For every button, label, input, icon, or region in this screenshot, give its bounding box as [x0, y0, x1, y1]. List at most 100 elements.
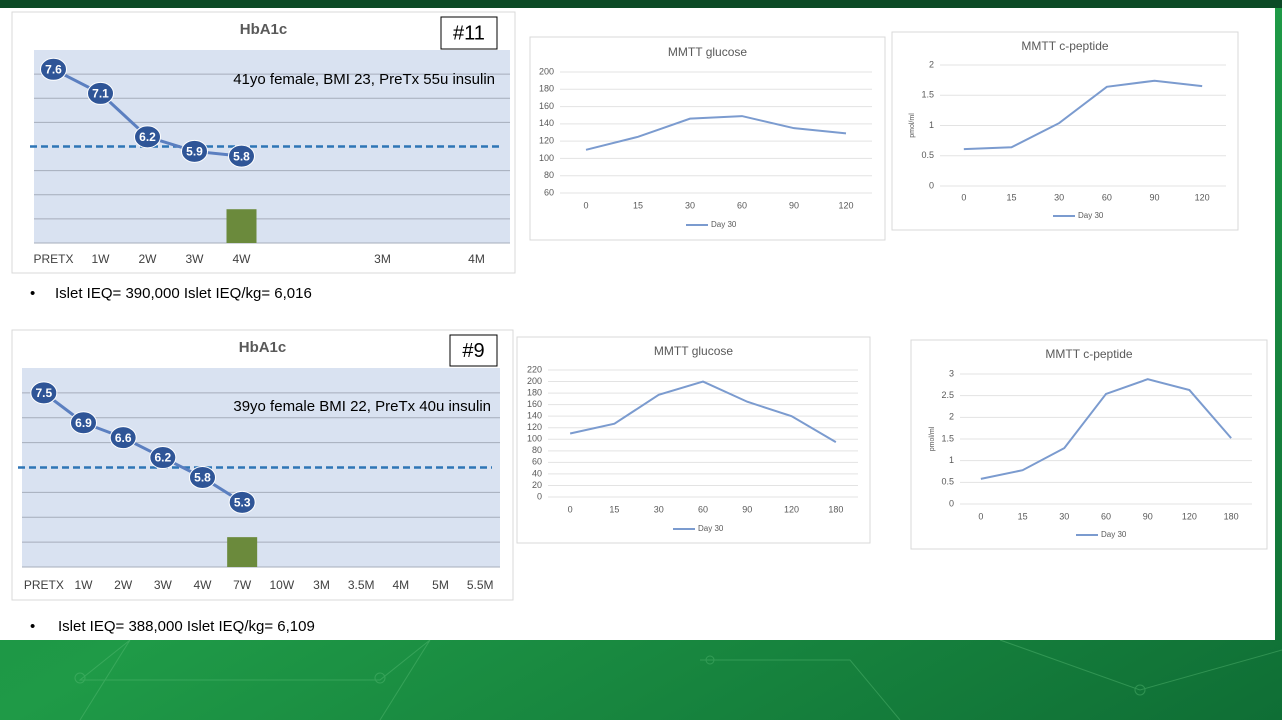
data-label: 6.2: [154, 451, 171, 465]
y-tick-label: 100: [527, 434, 542, 444]
y-axis-label: pmol/ml: [929, 426, 936, 451]
y-tick-label: 0.5: [921, 150, 934, 160]
x-tick-label: 3M: [313, 578, 330, 592]
point: [109, 426, 137, 450]
bullet: •: [30, 618, 35, 635]
chart-frame: [529, 36, 886, 241]
legend-label: Day 30: [698, 524, 724, 533]
badge-box: [449, 334, 498, 367]
bar: [227, 537, 258, 567]
point: [134, 125, 161, 149]
legend-label: Day 30: [711, 220, 737, 229]
hex-pattern: [74, 639, 1282, 720]
badge-box: [440, 16, 498, 50]
x-tick-label: PRETX: [33, 252, 73, 266]
point: [70, 411, 97, 435]
x-tick-label: 3W: [186, 252, 205, 266]
x-tick-label: 60: [1101, 511, 1111, 521]
legend-label: Day 30: [1078, 211, 1104, 220]
annotation: 41yo female, BMI 23, PreTx 55u insulin: [233, 71, 495, 88]
y-tick-label: 0.5: [941, 477, 954, 487]
x-tick-label: 0: [583, 200, 588, 210]
chart: MMTT glucose0204060801001201401601802002…: [516, 336, 871, 544]
x-tick-label: 2W: [139, 252, 158, 266]
x-tick-label: 4M: [468, 252, 485, 266]
y-tick-label: 2: [929, 59, 934, 69]
data-label: 6.2: [139, 130, 156, 144]
point: [189, 465, 216, 489]
x-tick-label: 120: [1195, 192, 1210, 202]
point: [228, 490, 256, 514]
x-tick-label: 15: [609, 504, 619, 514]
x-tick-label: 180: [1224, 511, 1239, 521]
x-tick-label: 4M: [392, 578, 409, 592]
point: [40, 57, 67, 81]
chart: MMTT c-peptide 0 0.5 1 1.5 2 pmol/ml 0 15 30 60 90 1…: [891, 31, 1239, 231]
x-tick-label: 5.5M: [467, 578, 494, 592]
data-label: 7.1: [92, 87, 109, 101]
x-tick-label: 180: [828, 504, 843, 514]
y-tick-label: 1: [929, 120, 934, 130]
y-tick-label: 160: [539, 101, 554, 111]
y-tick-label: 3: [949, 368, 954, 378]
y-tick-label: 1.5: [921, 90, 934, 100]
y-tick-label: 180: [539, 84, 554, 94]
chart-frame: [516, 336, 871, 544]
series-line: [980, 378, 1232, 480]
y-tick-label: 60: [532, 457, 542, 467]
x-tick-label: 2W: [114, 578, 133, 592]
y-tick-label: 0: [929, 180, 934, 190]
y-tick-label: 2: [949, 412, 954, 422]
data-label: 7.6: [45, 62, 62, 76]
y-tick-label: 140: [539, 118, 554, 128]
x-tick-label: 15: [1006, 192, 1016, 202]
badge: #11: [453, 22, 485, 44]
chart: MMTT c-peptide 0 0.5 1 1.5 2 2.5 3 pmol/ml 0 15 30 6…: [910, 339, 1268, 550]
x-tick-label: 30: [1059, 511, 1069, 521]
x-tick-label: 120: [838, 200, 853, 210]
series-line: [585, 115, 847, 151]
y-tick-label: 1: [949, 455, 954, 465]
x-tick-label: 0: [961, 192, 966, 202]
x-tick-label: 4W: [233, 252, 252, 266]
y-tick-label: 20: [532, 480, 542, 490]
badge: #9: [462, 340, 484, 362]
chart-title: HbA1c: [239, 339, 287, 356]
data-label: 7.5: [35, 386, 52, 400]
chart-frame: [891, 31, 1239, 231]
chart-frame: [910, 339, 1268, 550]
y-tick-label: 0: [949, 498, 954, 508]
legend-label: Day 30: [1101, 530, 1127, 539]
x-tick-label: 4W: [194, 578, 213, 592]
series-line: [963, 79, 1203, 151]
point: [228, 144, 255, 168]
y-tick-label: 1.5: [941, 433, 954, 443]
x-tick-label: 15: [1018, 511, 1028, 521]
x-tick-label: 30: [1054, 192, 1064, 202]
chart: HbA1c #11 41yo female, BMI 23, PreTx 55u i…: [11, 11, 516, 274]
chart-title: MMTT c-peptide: [1021, 39, 1108, 53]
x-tick-label: 60: [737, 200, 747, 210]
y-tick-label: 120: [539, 136, 554, 146]
y-tick-label: 160: [527, 399, 542, 409]
top-band: [0, 0, 1282, 8]
x-tick-label: 7W: [233, 578, 252, 592]
data-label: 5.8: [233, 149, 250, 163]
x-tick-label: 3W: [154, 578, 173, 592]
chart-title: MMTT c-peptide: [1045, 347, 1132, 361]
y-tick-label: 180: [527, 387, 542, 397]
x-tick-label: 0: [978, 511, 983, 521]
y-tick-label: 120: [527, 422, 542, 432]
series-line: [569, 380, 837, 444]
y-tick-label: 200: [539, 66, 554, 76]
y-tick-label: 140: [527, 411, 542, 421]
x-tick-label: 90: [789, 200, 799, 210]
x-tick-label: 3.5M: [348, 578, 375, 592]
y-tick-label: 2.5: [941, 390, 954, 400]
x-tick-label: PRETX: [24, 578, 64, 592]
x-tick-label: 90: [742, 504, 752, 514]
x-tick-label: 60: [1102, 192, 1112, 202]
bar: [226, 209, 257, 243]
